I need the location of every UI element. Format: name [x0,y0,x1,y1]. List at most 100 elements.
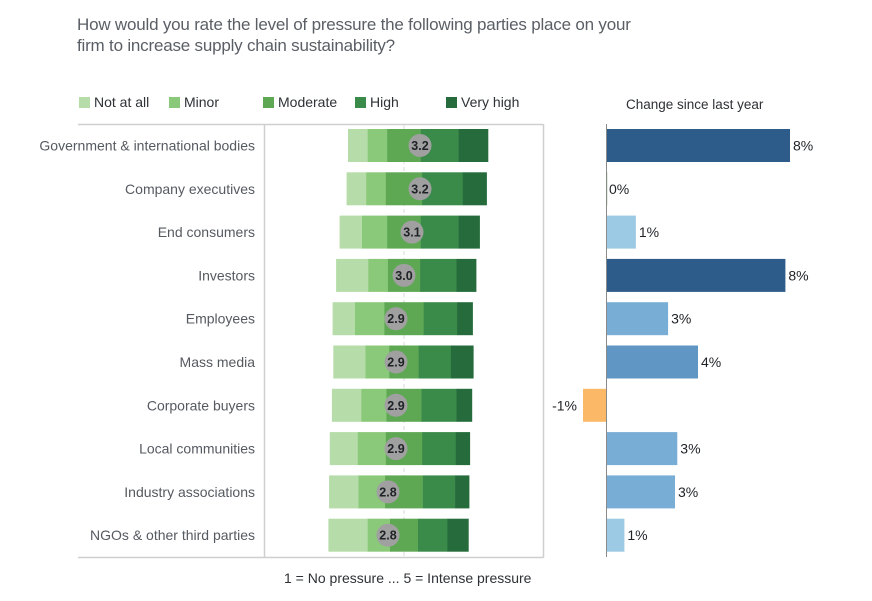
change-value-label: 3% [680,441,700,457]
bar-segment-not-at-all [331,388,362,422]
bar-segment-very-high [450,345,474,379]
bar-segment-not-at-all [346,172,367,206]
legend-swatch [355,96,366,108]
category-label: Corporate buyers [147,397,255,413]
legend-label: Very high [461,94,520,110]
category-label: Local communities [139,441,255,457]
category-label: NGOs & other third parties [90,527,255,543]
category-label: Industry associations [124,484,255,500]
legend-label: High [370,94,399,110]
change-value-label: 8% [793,138,813,154]
legend-item-high: High [355,95,399,109]
change-bar [606,518,625,552]
category-label: Employees [186,311,255,327]
mean-score-label: 3.0 [395,269,412,283]
bar-segment-not-at-all [333,345,366,379]
change-bar [606,345,698,379]
mean-score-label: 2.8 [379,529,396,543]
mean-score-marker [392,263,416,287]
mean-score-marker [384,437,408,461]
bar-segment-not-at-all [328,518,368,552]
category-labels: Government & international bodies Company… [39,138,255,544]
category-label: Company executives [125,181,255,197]
change-bar [606,475,675,509]
bar-segment-very-high [457,302,473,336]
mean-score-marker [384,393,408,417]
mean-score-marker [376,480,400,504]
legend-item-not-at-all: Not at all [79,95,149,109]
bar-segment-not-at-all [332,302,356,336]
mean-score-marker [384,307,408,331]
bar-segment-very-high [456,388,473,422]
bar-segment-not-at-all [339,215,363,249]
bar-segment-very-high [455,432,471,466]
bar-segment-high [418,345,452,379]
bar-segment-minor [355,302,385,336]
mean-score-marker [384,350,408,374]
change-value-label: 3% [678,484,698,500]
change-bar [583,388,606,422]
change-value-label: 0% [609,181,629,197]
mean-score-label: 3.2 [411,182,428,196]
bar-segment-high [420,215,459,249]
bar-segment-high [422,432,457,466]
bar-segment-not-at-all [329,432,359,466]
bar-segment-minor [367,129,388,162]
change-value-label: 1% [627,527,647,543]
mean-score-label: 3.1 [403,226,420,240]
bar-segment-very-high [458,215,480,249]
legend-label: Not at all [94,94,150,110]
legend-label: Minor [184,94,220,110]
scale-footnote: 1 = No pressure ... 5 = Intense pressure [284,570,532,586]
category-label: Investors [198,267,255,283]
stacked-bars [328,129,489,552]
bar-segment-not-at-all [348,129,368,162]
mean-score-marker [408,177,432,201]
mean-score-label: 2.9 [387,399,404,413]
change-value-label: -1% [552,397,577,413]
bar-segment-not-at-all [336,258,369,292]
bar-segment-high [422,475,456,509]
bar-segment-minor [368,258,389,292]
bar-segment-high [421,388,457,422]
change-bar [606,215,636,249]
bar-segment-high [420,258,457,292]
mean-score-label: 2.9 [387,312,404,326]
legend-swatch [169,96,180,108]
change-bar [606,432,678,466]
mean-score-label: 2.8 [379,485,396,499]
mean-score-label: 2.9 [387,356,404,370]
mean-score-label: 2.9 [387,442,404,456]
legend-label: Moderate [278,94,338,110]
bar-segment-high [423,302,458,336]
legend-item-very-high: Very high [446,95,519,109]
change-bars: 8% 0% 1% 8% 3% 4% -1% 3% 3% 1% [552,129,813,552]
change-bar [606,302,669,336]
legend-item-moderate: Moderate [263,95,337,109]
category-label: Government & international bodies [39,138,255,154]
bar-segment-minor [366,172,387,206]
change-value-label: 3% [671,311,691,327]
change-chart-title: Change since last year [626,97,764,112]
mean-score-marker [400,220,424,244]
mean-score-marker [376,523,400,547]
mean-score-label: 3.2 [411,139,428,153]
category-label: Mass media [180,354,256,370]
bar-segment-very-high [456,258,477,292]
bar-segment-very-high [447,518,469,552]
bar-segment-very-high [462,172,487,206]
legend-swatch [446,96,457,108]
change-value-label: 1% [639,224,659,240]
legend-swatch [263,96,274,108]
category-label: End consumers [158,224,255,240]
mean-score-marker [408,134,432,157]
bar-segment-minor [357,432,387,466]
change-bar [606,129,790,162]
legend-item-minor: Minor [169,95,219,109]
bar-segment-very-high [455,475,470,509]
bar-segment-minor [361,388,387,422]
bar-segment-very-high [458,129,489,162]
bar-segment-high [418,518,448,552]
change-value-label: 4% [701,354,721,370]
